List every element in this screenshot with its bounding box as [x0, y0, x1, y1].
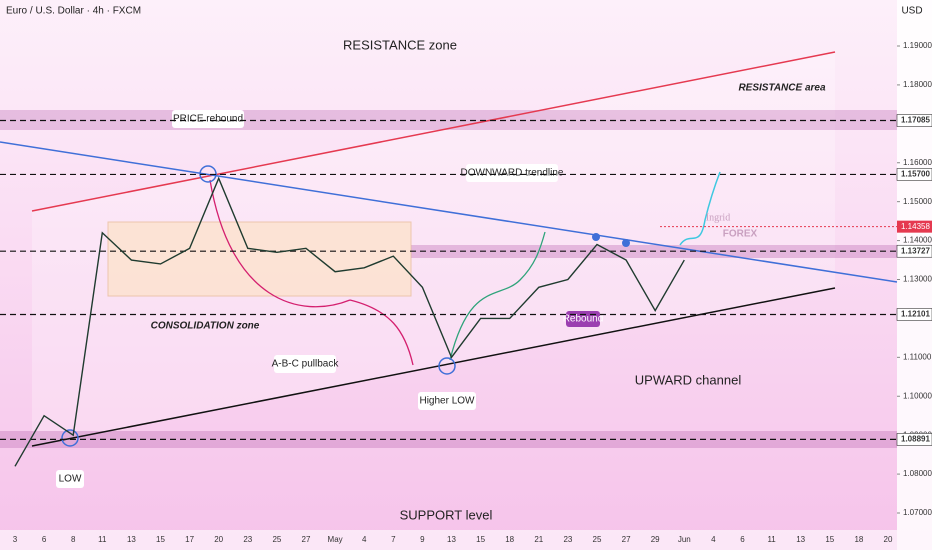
y-tick-label: 1.10000 [903, 391, 932, 400]
watermark: Ingrid [706, 212, 730, 223]
x-tick-label: 4 [362, 535, 367, 544]
x-tick-label: 27 [302, 535, 311, 544]
label-box [418, 392, 476, 410]
x-tick-label: 25 [593, 535, 602, 544]
x-tick-label: 23 [563, 535, 572, 544]
x-tick-label: 9 [420, 535, 425, 544]
price-tag [896, 433, 932, 446]
watermark: FOREX [723, 229, 758, 240]
x-tick-label: 6 [42, 535, 47, 544]
abc-arrow [349, 299, 414, 366]
resistance-line [31, 51, 836, 212]
label-box [466, 164, 558, 182]
projection-arrow [679, 171, 721, 246]
annotation: SUPPORT level [400, 507, 493, 522]
label-box [56, 470, 84, 488]
current-price-tag [897, 220, 932, 233]
consolidation-box [107, 221, 412, 297]
x-tick-label: 11 [767, 535, 776, 544]
label-box [274, 355, 336, 373]
x-tick-label: 15 [825, 535, 834, 544]
annotation: Rebound [563, 314, 604, 325]
price-tag [896, 168, 932, 181]
time-axis-panel [0, 530, 897, 550]
annotation: RESISTANCE area [738, 83, 826, 94]
y-tick-label: 1.13000 [903, 275, 932, 284]
annotation: DOWNWARD trendline [461, 168, 564, 179]
price-tag-label: 1.12101 [901, 310, 930, 319]
pivot-circle [61, 429, 79, 447]
x-tick-label: 18 [505, 535, 514, 544]
x-tick-label: 8 [71, 535, 76, 544]
x-tick-label: 13 [127, 535, 136, 544]
price-tag [896, 244, 932, 258]
x-tick-label: 29 [651, 535, 660, 544]
pivot-circle [438, 357, 456, 375]
price-tag-label: 1.08891 [901, 435, 930, 444]
x-tick-label: 11 [98, 535, 107, 544]
x-tick-label: 20 [884, 535, 893, 544]
price-line [14, 176, 685, 467]
y-tick-label: 1.11000 [903, 352, 932, 361]
y-tick-label: 1.07000 [903, 508, 932, 517]
x-tick-label: 15 [156, 535, 165, 544]
support-band [0, 431, 897, 448]
annotation: Higher LOW [419, 396, 475, 407]
x-tick-label: May [328, 535, 343, 544]
x-tick-label: 17 [185, 535, 194, 544]
wedge-fill [32, 52, 835, 446]
x-tick-label: 25 [272, 535, 281, 544]
x-tick-label: 27 [622, 535, 631, 544]
x-tick-label: 7 [391, 535, 396, 544]
projection-arrow [449, 231, 546, 361]
chart-title: Euro / U.S. Dollar · 4h · FXCM [6, 6, 141, 17]
price-tag-label: 1.17085 [901, 116, 930, 125]
annotation: PRICE rebound [173, 114, 243, 125]
price-tag [896, 308, 932, 321]
y-tick-label: 1.14000 [903, 236, 932, 245]
current-price-label: 1.14358 [901, 222, 930, 231]
x-tick-label: 20 [214, 535, 223, 544]
x-tick-label: Jun [678, 535, 691, 544]
annotation: LOW [59, 474, 82, 485]
y-tick-label: 1.19000 [903, 41, 932, 50]
x-tick-label: 21 [534, 535, 543, 544]
abc-arrow [209, 179, 351, 308]
currency: USD [901, 6, 922, 17]
x-tick-label: 13 [796, 535, 805, 544]
x-tick-label: 13 [447, 535, 456, 544]
label-box [172, 110, 244, 128]
touch-dot [592, 233, 600, 241]
x-tick-label: 6 [740, 535, 745, 544]
downward-trendline [0, 141, 898, 283]
x-tick-label: 18 [854, 535, 863, 544]
price-axis-panel [897, 0, 932, 550]
price-tag-label: 1.15700 [901, 170, 930, 179]
y-tick-label: 1.16000 [903, 158, 932, 167]
touch-dot [622, 239, 630, 247]
x-tick-label: 23 [243, 535, 252, 544]
annotation: A-B-C pullback [272, 359, 340, 370]
x-tick-label: 3 [13, 535, 18, 544]
price-tag [896, 114, 932, 127]
y-tick-label: 1.18000 [903, 80, 932, 89]
annotation: UPWARD channel [635, 372, 742, 387]
y-tick-label: 1.15000 [903, 197, 932, 206]
x-tick-label: 4 [711, 535, 716, 544]
y-tick-label: 1.08000 [903, 469, 932, 478]
annotation: CONSOLIDATION zone [151, 321, 260, 332]
annotation: RESISTANCE zone [343, 37, 457, 52]
price-tag-label: 1.13727 [901, 246, 930, 255]
x-tick-label: 15 [476, 535, 485, 544]
